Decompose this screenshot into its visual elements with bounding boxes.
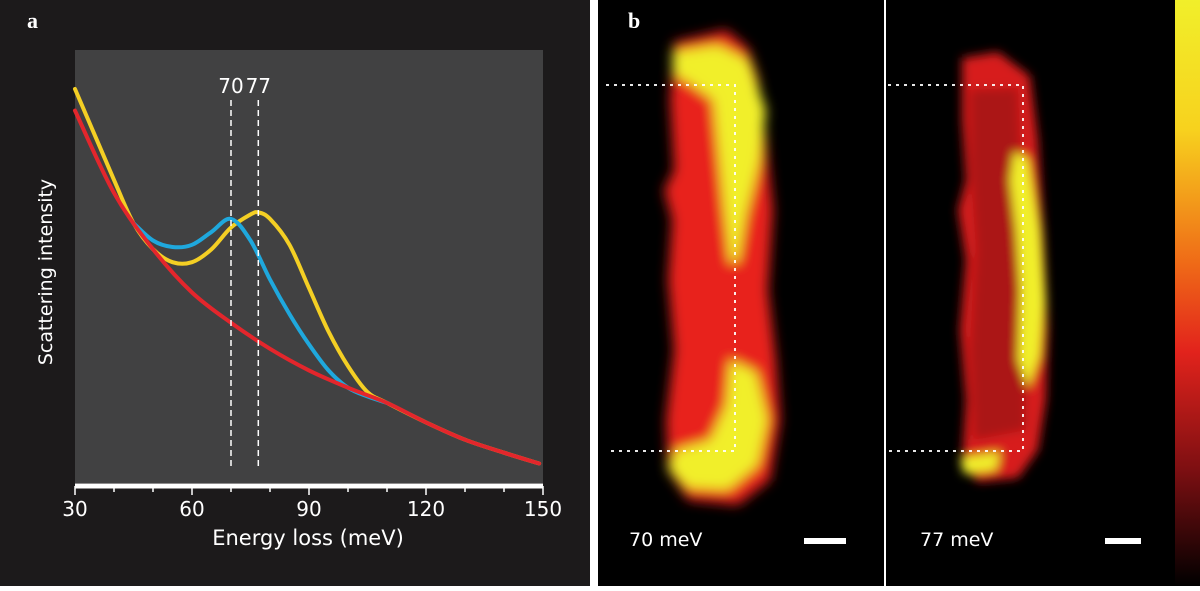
energy-label-77mev: 77 meV (920, 529, 993, 551)
scale-bar-70mev (804, 538, 846, 544)
x-axis-label: Energy loss (meV) (212, 526, 404, 550)
x-tick-label: 60 (179, 497, 204, 521)
map-77mev-inner (970, 88, 1026, 440)
panel-a-label: a (27, 8, 38, 33)
energy-label-70mev: 70 meV (629, 529, 702, 551)
x-tick-label: 120 (407, 497, 445, 521)
marker-label-70: 70 (218, 74, 243, 98)
x-tick-label: 90 (296, 497, 321, 521)
map-77mev-hotspot-bottom (960, 452, 1000, 474)
series-line-2 (73, 108, 542, 466)
map-77mev-hotspot (1010, 152, 1045, 388)
panel-b: b 70 meV 77 meV (598, 0, 1200, 586)
panel-b-label: b (628, 8, 640, 33)
x-axis: 30 60 90 120 150 (62, 483, 562, 521)
map-70mev-hotspot-bottom (668, 360, 768, 490)
scale-bar-77mev (1105, 538, 1141, 544)
y-axis-label: Scattering intensity (35, 179, 57, 365)
marker-label-77: 77 (246, 74, 271, 98)
panel-a: a 70 77 30 60 90 120 150 Energy loss (meV) Sc… (0, 0, 590, 586)
plot-area (75, 50, 543, 483)
map-70mev: 70 meV (606, 30, 846, 551)
colorbar (1175, 0, 1200, 586)
spectra-chart: a 70 77 30 60 90 120 150 Energy loss (meV) Sc… (27, 8, 562, 550)
x-tick-label: 30 (62, 497, 87, 521)
maps-figure: b 70 meV 77 meV (606, 0, 1200, 586)
map-77mev: 77 meV (888, 52, 1141, 551)
markers-layer: 70 77 (218, 74, 271, 470)
x-tick-label: 150 (524, 497, 562, 521)
map-70mev-hotspot-top (672, 45, 766, 262)
curves-layer (73, 87, 542, 466)
